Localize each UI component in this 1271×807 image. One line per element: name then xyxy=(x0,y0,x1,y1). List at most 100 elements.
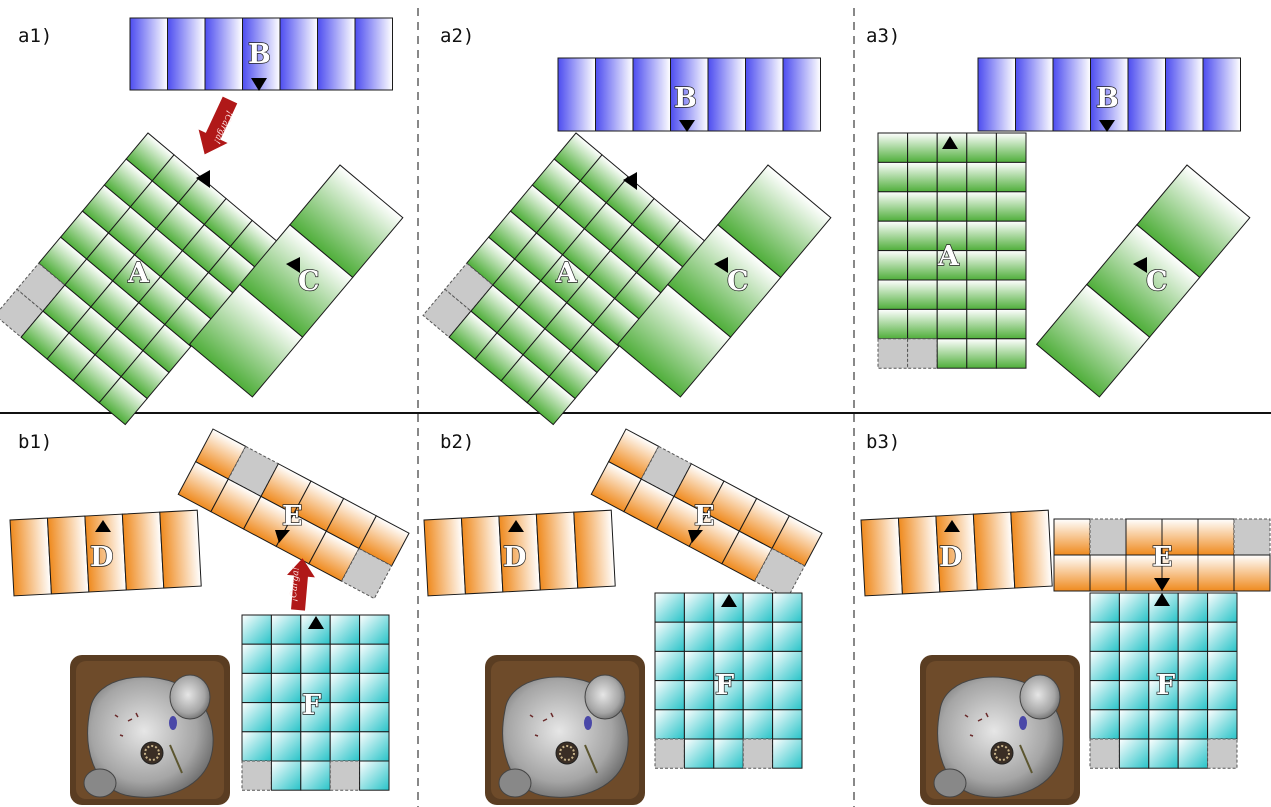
grid-cell xyxy=(995,161,1027,193)
grid-cell xyxy=(595,57,634,132)
piece-label-b: B xyxy=(674,83,697,114)
triangle-marker-icon xyxy=(251,78,267,91)
grid-cell xyxy=(1177,680,1209,711)
grid-cell xyxy=(1207,650,1238,682)
grid-cell xyxy=(1165,57,1204,132)
grid-cell xyxy=(359,760,390,791)
empty-cell xyxy=(1207,738,1238,769)
piece-f-b3 xyxy=(1089,592,1238,769)
grid-cell xyxy=(1053,554,1091,592)
piece-label-c: C xyxy=(298,266,320,297)
grid-cell xyxy=(654,709,685,740)
grid-cell xyxy=(1177,709,1209,740)
grid-cell xyxy=(772,592,803,623)
stone-tile-icon xyxy=(485,655,645,805)
piece-label-e: E xyxy=(282,501,303,532)
triangle-marker-icon xyxy=(286,257,300,273)
grid-cell xyxy=(1148,680,1179,711)
panel-label-a1: a1) xyxy=(18,25,52,47)
grid-cell xyxy=(936,279,968,310)
grid-cell xyxy=(907,308,938,340)
grid-cell xyxy=(526,375,576,426)
grid-cell xyxy=(300,643,331,674)
arrow-caption: ¡Carga! xyxy=(289,566,302,602)
grid-cell xyxy=(1053,518,1091,556)
grid-cell xyxy=(573,509,616,589)
empty-cell xyxy=(654,738,685,769)
piece-label-f: F xyxy=(1156,670,1175,701)
grid-cell xyxy=(1118,738,1150,769)
grid-cell xyxy=(1089,592,1120,623)
grid-cell xyxy=(713,621,744,652)
grid-cell xyxy=(535,511,579,591)
grid-cell xyxy=(742,709,774,740)
grid-cell xyxy=(188,283,304,398)
grid-cell xyxy=(1177,621,1209,652)
piece-b-a1 xyxy=(129,17,393,91)
grid-cell xyxy=(359,731,390,762)
grid-cell xyxy=(1233,554,1271,592)
grid-cell xyxy=(359,702,390,733)
piece-b-a3 xyxy=(977,57,1241,132)
empty-cell xyxy=(753,547,806,600)
grid-cell xyxy=(742,680,774,711)
piece-d-b1 xyxy=(9,509,202,597)
grid-cell xyxy=(654,650,685,682)
grid-cell xyxy=(241,672,272,704)
piece-e-b3 xyxy=(1053,518,1271,592)
grid-cell xyxy=(1089,650,1120,682)
grid-cell xyxy=(877,191,909,222)
grid-cell xyxy=(1177,592,1209,623)
triangle-marker-icon xyxy=(714,257,728,273)
grid-cell xyxy=(995,132,1027,163)
grid-cell xyxy=(167,17,206,91)
grid-cell xyxy=(966,279,997,310)
piece-a-a2 xyxy=(422,132,707,426)
piece-label-c: C xyxy=(1146,266,1168,297)
grid-cell xyxy=(1207,621,1238,652)
grid-cell xyxy=(936,191,968,222)
grid-cell xyxy=(300,672,331,704)
piece-label-e: E xyxy=(1152,542,1173,573)
grid-cell xyxy=(713,738,744,769)
grid-cell xyxy=(1148,621,1179,652)
grid-cell xyxy=(966,220,997,252)
grid-cell xyxy=(995,220,1027,252)
piece-label-a: A xyxy=(127,258,150,289)
grid-cell xyxy=(966,308,997,340)
piece-label-d: D xyxy=(939,542,962,573)
grid-cell xyxy=(782,57,821,132)
grid-cell xyxy=(742,592,774,623)
grid-cell xyxy=(329,643,361,674)
grid-cell xyxy=(1118,592,1150,623)
grid-cell xyxy=(270,672,302,704)
grid-cell xyxy=(1089,554,1127,592)
grid-cell xyxy=(121,511,165,591)
triangle-marker-icon xyxy=(679,120,695,132)
triangle-marker-icon xyxy=(508,520,524,532)
grid-cell xyxy=(329,702,361,733)
grid-cell xyxy=(1207,680,1238,711)
panel-b3: D E F xyxy=(860,509,1271,805)
grid-cell xyxy=(936,308,968,340)
triangle-marker-icon xyxy=(944,520,960,532)
empty-cell xyxy=(340,547,393,600)
grid-cell xyxy=(654,680,685,711)
grid-cell xyxy=(966,132,997,163)
grid-cell xyxy=(1035,283,1151,398)
grid-cell xyxy=(9,517,52,597)
triangle-marker-icon xyxy=(1154,593,1170,606)
grid-cell xyxy=(460,515,504,595)
grid-cell xyxy=(241,702,272,733)
piece-f-b2 xyxy=(654,592,803,769)
piece-e-b1 xyxy=(177,428,410,600)
grid-cell xyxy=(1202,57,1241,132)
piece-b-a2 xyxy=(557,57,821,132)
grid-cell xyxy=(995,308,1027,340)
grid-cell xyxy=(897,515,941,595)
grid-cell xyxy=(300,760,331,791)
grid-cell xyxy=(907,161,938,193)
grid-cell xyxy=(329,731,361,762)
grid-cell xyxy=(270,643,302,674)
triangle-marker-icon xyxy=(95,520,111,532)
